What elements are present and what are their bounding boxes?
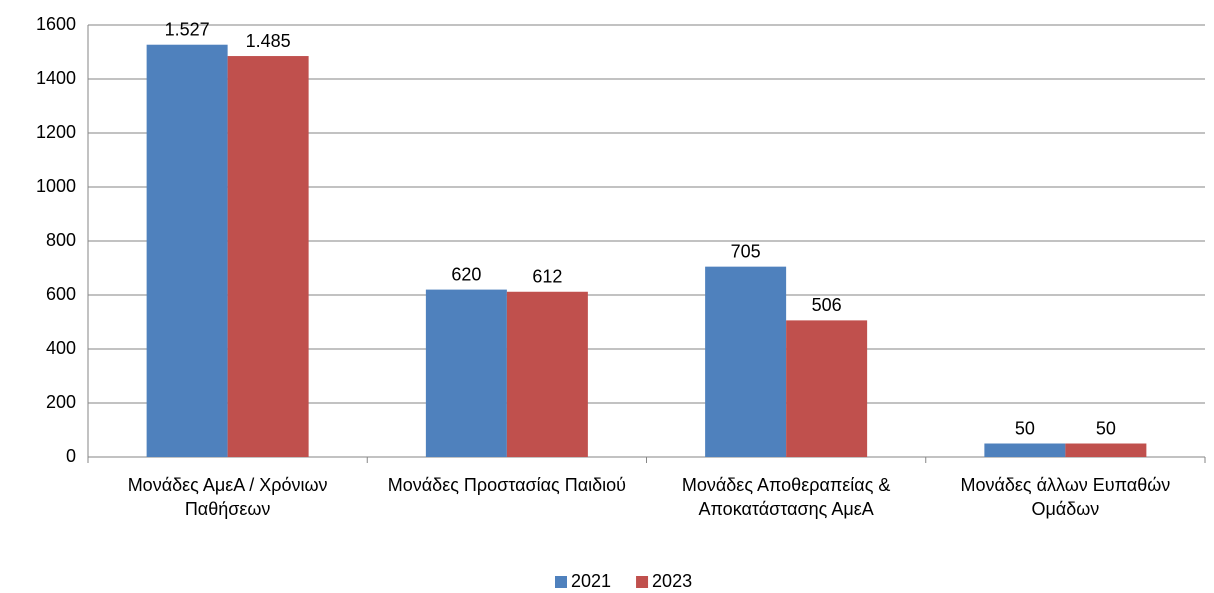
legend-label: 2023 xyxy=(652,571,692,591)
y-tick-label: 400 xyxy=(46,338,76,358)
y-tick-label: 0 xyxy=(66,446,76,466)
bar xyxy=(705,266,787,457)
bar xyxy=(506,291,588,457)
data-label: 506 xyxy=(812,295,842,315)
data-label: 612 xyxy=(532,267,562,287)
bar xyxy=(227,56,309,458)
bar xyxy=(146,44,228,458)
y-tick-label: 1600 xyxy=(36,14,76,34)
x-tick-label: Μονάδες άλλων Ευπαθών Ομάδων xyxy=(960,475,1171,519)
legend-swatch xyxy=(555,576,567,588)
data-label: 50 xyxy=(1096,418,1116,438)
bar xyxy=(984,443,1066,457)
y-tick-label: 1000 xyxy=(36,176,76,196)
data-label: 1.485 xyxy=(246,31,291,51)
legend-swatch xyxy=(636,576,649,588)
legend-label: 2021 xyxy=(571,571,611,591)
x-tick-label: Μονάδες Αποθεραπείας & Αποκατάστασης Αμε… xyxy=(681,475,891,519)
data-label: 705 xyxy=(731,241,761,261)
y-tick-label: 600 xyxy=(46,284,76,304)
y-tick-label: 800 xyxy=(46,230,76,250)
bar xyxy=(1065,443,1147,457)
data-label: 1.527 xyxy=(165,19,210,39)
bar xyxy=(425,289,507,457)
bar xyxy=(786,320,868,457)
x-tick-label: Μονάδες ΑμεΑ / Χρόνιων Παθήσεων xyxy=(127,475,328,519)
x-tick-label: Μονάδες Προστασίας Παιδιού xyxy=(387,475,626,495)
data-label: 50 xyxy=(1015,418,1035,438)
y-tick-label: 1400 xyxy=(36,68,76,88)
data-label: 620 xyxy=(451,264,481,284)
y-tick-label: 200 xyxy=(46,392,76,412)
y-tick-label: 1200 xyxy=(36,122,76,142)
